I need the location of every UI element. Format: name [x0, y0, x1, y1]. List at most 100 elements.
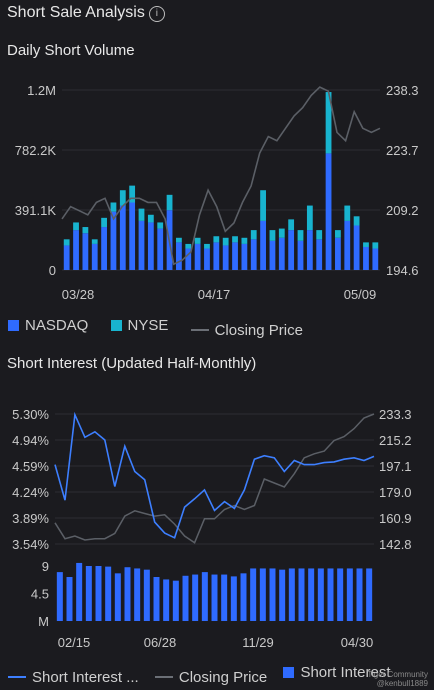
closing-price-line — [61, 86, 381, 266]
short-interest-bar — [346, 568, 353, 621]
left-tick-label: 5.30% — [12, 407, 49, 422]
right-tick-label: 197.1 — [379, 459, 412, 474]
right-tick-label: 179.0 — [379, 485, 412, 500]
nyse-bar — [297, 230, 304, 241]
nyse-bar — [185, 243, 192, 249]
nasdaq-bar — [91, 243, 98, 270]
left-tick-label: 3.54% — [12, 537, 49, 552]
short-interest-bar — [85, 566, 92, 621]
nyse-bar — [250, 230, 257, 240]
nasdaq-bar — [129, 202, 136, 270]
short-interest-bar — [66, 577, 73, 621]
short-interest-bar — [308, 568, 315, 621]
short-interest-bar — [134, 568, 141, 621]
nasdaq-bar — [250, 239, 257, 270]
short-interest-bar — [56, 572, 63, 621]
nyse-bar — [157, 222, 164, 229]
legend-nasdaq[interactable]: NASDAQ — [8, 317, 88, 334]
nasdaq-bar — [363, 246, 369, 270]
short-interest-bar — [298, 568, 305, 621]
x-tick-label: 06/28 — [144, 635, 177, 650]
nasdaq-bar — [241, 243, 248, 270]
left-tick-label: 1.2M — [27, 83, 56, 98]
nyse-bar — [110, 202, 117, 212]
short-interest-bar — [327, 568, 334, 621]
short-interest-bar — [172, 580, 179, 621]
bar-tick-label: 4.5 — [31, 587, 49, 602]
daily-short-volume-chart: 1.2M 238.3 782.2K 223.7 391.1K 209.2 0 194.6 03/… — [15, 83, 419, 302]
x-tick-label: 05/09 — [344, 287, 377, 302]
nyse-bar — [241, 237, 248, 244]
short-interest-title: Short Interest (Updated Half-Monthly) — [7, 355, 257, 372]
nyse-swatch-icon — [110, 320, 122, 331]
closing-price-line-icon — [190, 329, 209, 331]
nasdaq-bar — [110, 211, 117, 270]
left-tick-label: 4.24% — [12, 485, 49, 500]
right-tick-label: 160.9 — [379, 511, 412, 526]
nasdaq-bar — [63, 245, 70, 270]
nasdaq-bar — [213, 242, 220, 270]
nyse-bar — [278, 228, 285, 238]
legend-short-interest-pct[interactable]: Short Interest ... — [8, 669, 139, 686]
left-tick-label: 4.94% — [12, 433, 49, 448]
short-interest-bar — [201, 572, 208, 621]
nasdaq-bar — [138, 220, 145, 270]
legend-closing-price[interactable]: Closing Price — [190, 322, 303, 339]
nyse-bar — [63, 239, 70, 246]
nasdaq-bar — [119, 205, 126, 270]
short-interest-bar — [230, 576, 237, 621]
short-interest-bar — [211, 574, 218, 621]
nyse-bar — [204, 243, 210, 249]
short-interest-bar — [95, 566, 102, 621]
legend-interest-closing-price[interactable]: Closing Price — [154, 669, 267, 686]
right-tick-label: 223.7 — [386, 143, 419, 158]
short-interest-bar — [76, 562, 83, 621]
nasdaq-bar — [147, 222, 154, 270]
nyse-bar — [288, 219, 295, 231]
short-interest-bar — [240, 573, 247, 621]
nyse-bar — [325, 92, 332, 154]
daily-short-volume-title: Daily Short Volume — [7, 42, 135, 59]
short-interest-bar-icon — [283, 667, 295, 678]
right-tick-label: 238.3 — [386, 83, 419, 98]
nyse-bar — [260, 190, 266, 221]
short-interest-bar — [105, 566, 112, 621]
nyse-bar — [73, 222, 79, 231]
info-icon[interactable]: i — [148, 6, 165, 22]
nyse-bar — [129, 185, 136, 203]
short-interest-bar — [153, 577, 160, 621]
short-interest-bar — [163, 579, 170, 621]
nasdaq-bar — [278, 237, 285, 270]
nyse-bar — [194, 237, 201, 244]
legend-nyse[interactable]: NYSE — [110, 317, 168, 334]
right-tick-label: 215.2 — [379, 433, 412, 448]
left-tick-label: 391.1K — [15, 203, 57, 218]
page-title: Short Sale Analysis — [7, 4, 145, 21]
nyse-bar — [101, 217, 107, 228]
short-interest-bar — [279, 569, 286, 621]
nyse-bar — [119, 190, 126, 206]
x-tick-label: 02/15 — [58, 635, 91, 650]
short-interest-bar — [114, 573, 121, 621]
nasdaq-bar — [73, 230, 79, 270]
nasdaq-bar — [344, 220, 351, 270]
nasdaq-bar — [101, 227, 107, 270]
nyse-bar — [166, 194, 173, 211]
nyse-bar — [353, 216, 360, 226]
right-tick-label: 194.6 — [386, 263, 419, 278]
nyse-bar — [91, 239, 98, 244]
nasdaq-bar — [82, 233, 89, 270]
nasdaq-bar — [297, 240, 304, 270]
short-interest-bar — [356, 568, 363, 621]
nasdaq-bar — [316, 239, 323, 270]
legend-short-interest-bar[interactable]: Short Interest — [283, 664, 390, 681]
nyse-bar — [306, 205, 313, 231]
short-interest-bar — [192, 574, 199, 621]
nyse-bar — [138, 208, 145, 221]
nasdaq-bar — [260, 220, 266, 270]
nyse-bar — [269, 230, 276, 241]
short-interest-bar — [366, 568, 373, 621]
x-tick-label: 11/29 — [242, 635, 274, 650]
nasdaq-bar — [157, 228, 164, 270]
nyse-bar — [232, 236, 238, 243]
